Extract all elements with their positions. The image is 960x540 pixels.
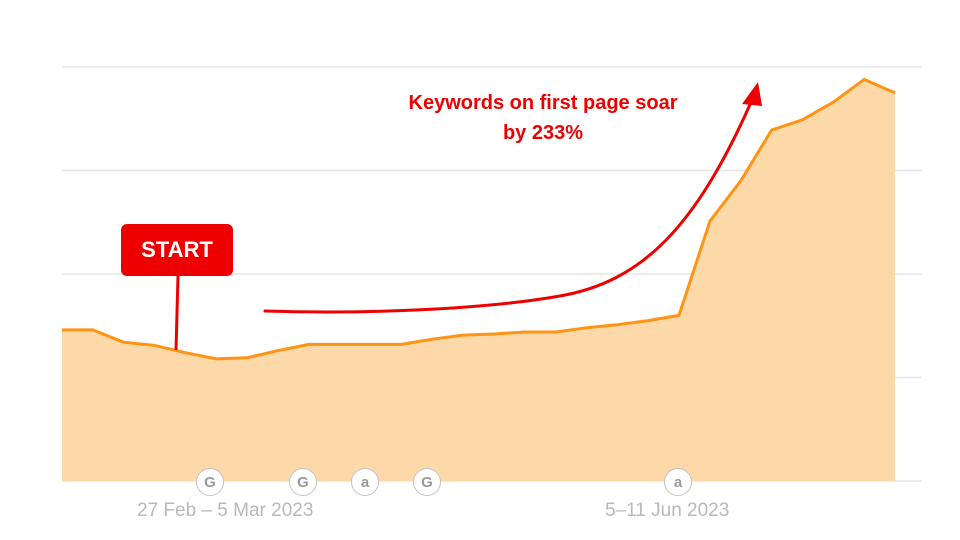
x-tick-label: 5–11 Jun 2023 — [605, 500, 730, 521]
start-pointer-line — [174, 275, 180, 351]
series-line — [62, 77, 896, 361]
trend-arrowhead — [742, 82, 762, 106]
ahrefs-annotation-marker[interactable]: a — [351, 468, 379, 496]
series-area — [62, 79, 895, 482]
google-update-marker[interactable]: G — [413, 468, 441, 496]
ahrefs-annotation-marker[interactable]: a — [664, 468, 692, 496]
google-update-marker[interactable]: G — [196, 468, 224, 496]
headline-annotation: Keywords on first page soar by 233% — [408, 92, 678, 144]
x-tick-label: 27 Feb – 5 Mar 2023 — [137, 500, 314, 521]
google-update-marker[interactable]: G — [289, 468, 317, 496]
start-label: START — [121, 224, 233, 276]
trend-arrow — [263, 98, 754, 314]
